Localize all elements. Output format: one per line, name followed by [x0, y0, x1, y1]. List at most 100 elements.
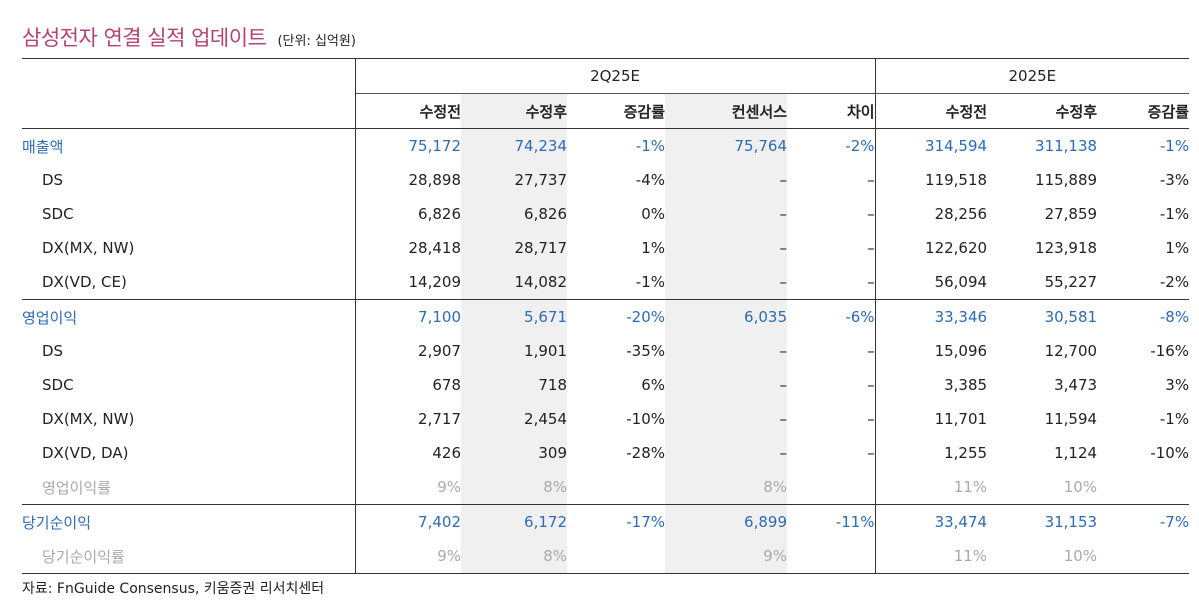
table-cell: 1% — [1165, 239, 1190, 257]
row-label: SDC — [42, 376, 74, 394]
row-label: DX(VD, DA) — [42, 444, 129, 462]
table-cell: 7,402 — [354, 504, 461, 539]
table-cell: 123,918 — [1035, 239, 1098, 257]
table-cell: 1,901 — [461, 334, 567, 368]
table-cell: 10% — [1063, 478, 1098, 496]
table-row: DX(MX, NW) 2,717 2,454 -10% – –11,701 11,594 -1… — [22, 402, 1189, 436]
page-title: 삼성전자 연결 실적 업데이트 — [22, 26, 267, 50]
table-cell: 119,518 — [874, 163, 988, 197]
table-cell: -28% — [626, 444, 665, 462]
table-cell: 6,172 — [461, 504, 567, 539]
row-label: DX(MX, NW) — [42, 410, 135, 428]
table-row: DS 2,907 1,901 -35% – –15,096 12,700 -16% — [22, 334, 1189, 368]
column-header: 증감률 — [1097, 93, 1190, 129]
table-cell: 718 — [461, 368, 567, 402]
table-cell: – — [867, 273, 875, 291]
table-cell: 9% — [354, 470, 461, 505]
table-row: DX(MX, NW) 28,418 28,717 1% – –122,620 123,918… — [22, 231, 1189, 265]
table-cell: 1,255 — [874, 436, 988, 470]
table-cell: – — [665, 265, 787, 300]
table-cell: 1% — [641, 239, 665, 257]
row-label: 당기순이익률 — [22, 539, 355, 574]
table-cell: 28,256 — [874, 197, 988, 231]
table-cell: 11% — [874, 539, 988, 574]
table-cell: 14,209 — [354, 265, 461, 300]
table-cell — [1097, 470, 1189, 505]
table-cell: 314,594 — [874, 128, 988, 163]
column-header-row: 수정전 수정후 증감률 컨센서스 차이 수정전 수정후 증감률 — [22, 93, 1190, 129]
column-header: 수정후 — [461, 93, 567, 129]
table-cell: 6,826 — [461, 197, 567, 231]
table-cell: 15,096 — [874, 334, 988, 368]
row-label: 영업이익 — [22, 299, 355, 334]
stub-header — [22, 58, 355, 94]
group-2025e: 2025E — [874, 58, 1190, 94]
table-cell: -16% — [1150, 342, 1190, 360]
table-cell: 10% — [987, 539, 1098, 574]
table-cell: 3,473 — [1054, 376, 1098, 394]
table-body: 매출액 75,172 74,234 -1% 75,764 -2% 314,594 311,13… — [22, 128, 1190, 574]
table-cell: 426 — [354, 436, 461, 470]
table-row: 영업이익률 9% 8% 8% 11% 10% — [22, 470, 1189, 505]
table-cell: -2% — [845, 137, 875, 155]
column-header: 수정후 — [987, 93, 1098, 129]
row-label: DS — [42, 342, 64, 360]
table-cell: -1% — [1159, 205, 1190, 223]
table-cell: 12,700 — [1044, 342, 1098, 360]
table-cell: 11,594 — [1044, 410, 1098, 428]
table-cell — [1097, 539, 1190, 574]
table-cell: -1% — [1159, 137, 1190, 155]
table-cell: – — [665, 163, 787, 197]
column-header: 컨센서스 — [665, 93, 787, 129]
table-cell: – — [867, 410, 875, 428]
row-label: SDC — [42, 205, 74, 223]
table-cell: 9% — [665, 539, 787, 574]
table-cell: 74,234 — [461, 128, 567, 163]
table-row: 당기순이익 7,402 6,172 -17% 6,899 -11% 33,474 31,153… — [22, 504, 1190, 539]
table-cell: 8% — [665, 470, 787, 505]
table-cell — [787, 470, 875, 505]
row-label: DS — [42, 171, 64, 189]
table-cell: 28,898 — [354, 163, 461, 197]
table-row: DS 28,898 27,737 -4% – –119,518 115,889 -3% — [22, 163, 1189, 197]
table-cell: -8% — [1097, 299, 1190, 334]
table-cell: -6% — [787, 299, 876, 334]
table-cell: 31,153 — [987, 504, 1098, 539]
table-cell: 3% — [1165, 376, 1190, 394]
table-cell: 122,620 — [874, 231, 988, 265]
unit-label: (단위: 십억원) — [277, 34, 356, 49]
table-row: DX(VD, CE) 14,209 14,082 -1% – –56,094 55,227-… — [22, 265, 1189, 300]
table-cell: – — [665, 368, 787, 402]
table-cell: 2,717 — [354, 402, 461, 436]
column-header: 증감률 — [567, 93, 665, 129]
table-cell: – — [867, 376, 875, 394]
row-label: DX(MX, NW) — [42, 239, 135, 257]
table-cell: 33,474 — [874, 504, 988, 539]
table-cell: 8% — [461, 539, 567, 574]
source-note: 자료: FnGuide Consensus, 키움증권 리서치센터 — [22, 581, 325, 597]
table-cell: 309 — [461, 436, 567, 470]
table-cell: – — [867, 239, 875, 257]
table-cell: – — [867, 171, 875, 189]
table-cell: 11,701 — [874, 402, 988, 436]
table-cell: 30,581 — [987, 299, 1098, 334]
table-cell: 6% — [641, 376, 665, 394]
row-label: 매출액 — [22, 137, 64, 156]
table-cell: 55,227 — [1044, 273, 1098, 291]
table-cell: 115,889 — [1035, 171, 1098, 189]
table-cell: -17% — [567, 504, 665, 539]
table-cell: -7% — [1097, 504, 1190, 539]
table-cell: – — [665, 436, 787, 470]
table-cell: 6,826 — [354, 197, 461, 231]
table-cell: 2,454 — [461, 402, 567, 436]
table-cell: 6,035 — [665, 299, 787, 334]
stub-header-blank — [22, 93, 355, 129]
table-cell — [567, 539, 665, 574]
table-cell: 0% — [641, 205, 665, 223]
table-cell: – — [867, 342, 875, 360]
table-cell: – — [665, 231, 787, 265]
table-cell: 9% — [354, 539, 461, 574]
column-header: 수정전 — [354, 93, 461, 129]
table-row: SDC 6,826 6,826 0% – –28,256 27,859 -1% — [22, 197, 1189, 231]
table-cell: 7,100 — [354, 299, 461, 334]
